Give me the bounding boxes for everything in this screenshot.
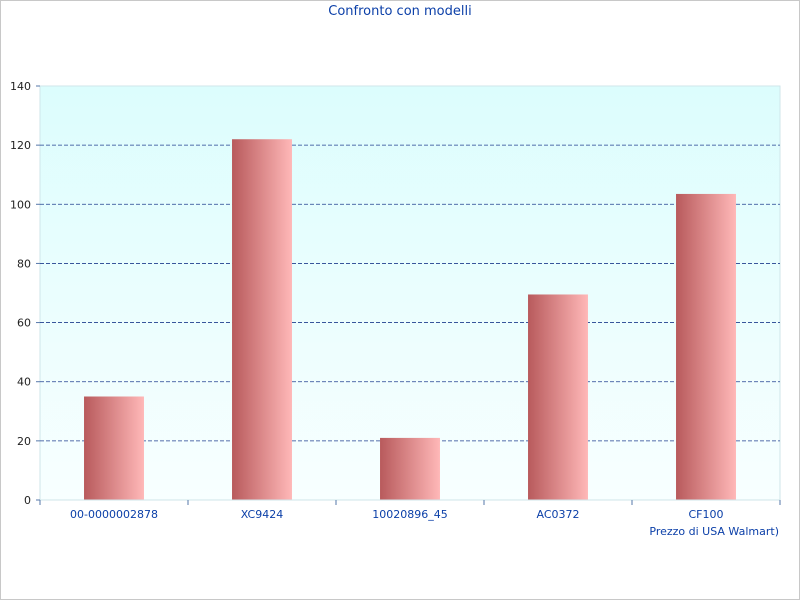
plot-area <box>39 85 781 501</box>
bar <box>676 193 736 500</box>
x-tick-label: XC9424 <box>241 508 283 521</box>
bar <box>84 396 144 500</box>
y-tick-label: 120 <box>10 139 31 152</box>
x-tick-label: CF100 <box>688 508 723 521</box>
grid-lines <box>40 144 780 442</box>
bar <box>380 437 440 500</box>
x-tick-label: AC0372 <box>536 508 579 521</box>
chart-title: Confronto con modelli <box>328 4 472 19</box>
axes: 0 20 40 60 80 100 120 140 00-0000002878 XC9424 100… <box>10 80 781 521</box>
y-tick-label: 80 <box>17 257 31 270</box>
y-tick-label: 140 <box>10 80 31 93</box>
bars <box>84 139 736 500</box>
bar <box>232 139 292 500</box>
y-tick-label: 20 <box>17 435 31 448</box>
y-tick-label: 100 <box>10 198 31 211</box>
bar <box>528 294 588 500</box>
x-axis-title: Prezzo di USA Walmart) <box>649 525 779 538</box>
y-tick-label: 60 <box>17 317 31 330</box>
x-tick-label: 00-0000002878 <box>70 508 158 521</box>
x-tick-label: 10020896_45 <box>372 508 448 521</box>
y-tick-label: 40 <box>17 376 31 389</box>
y-tick-label: 0 <box>24 494 31 507</box>
